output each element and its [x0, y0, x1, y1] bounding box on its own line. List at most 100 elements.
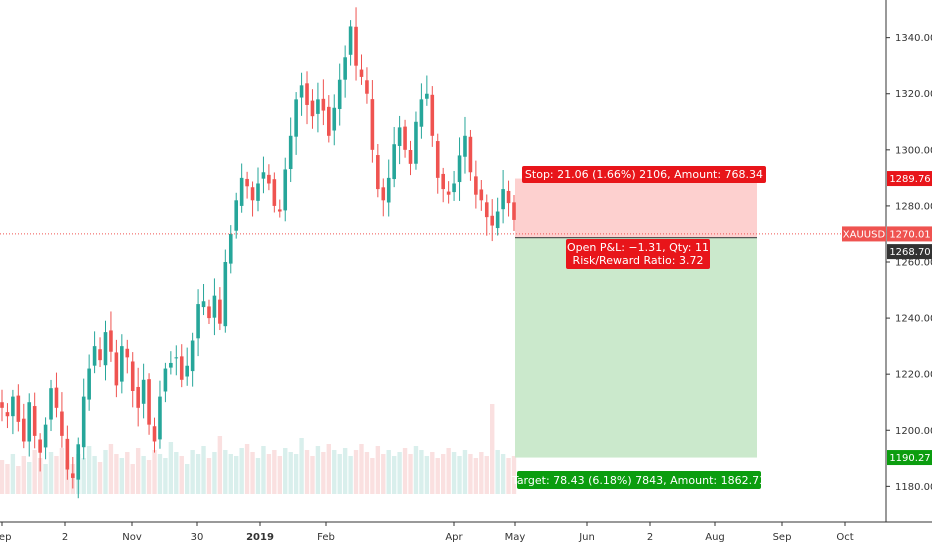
candle-body: [16, 395, 21, 422]
candle-body: [376, 155, 380, 190]
volume-bar: [16, 466, 21, 494]
volume-bar: [277, 456, 282, 494]
candle-body: [54, 387, 59, 408]
candle-body: [305, 83, 309, 105]
candle-body: [452, 183, 456, 193]
target-info-box[interactable]: Target: 78.43 (6.18%) 7843, Amount: 1862…: [511, 471, 766, 489]
candle-body: [32, 406, 37, 436]
candle-body: [212, 295, 217, 318]
volume-bar: [435, 458, 440, 494]
candle-body: [288, 135, 293, 170]
volume-bar: [168, 442, 174, 494]
volume-bar: [43, 464, 48, 494]
volume-bar: [21, 456, 26, 494]
candle-body: [125, 348, 130, 358]
candle-body: [463, 135, 467, 157]
volume-bar: [108, 444, 114, 494]
take-profit-zone[interactable]: [515, 237, 757, 458]
volume-bar: [506, 458, 511, 494]
price-tick-label: 1200.00: [895, 426, 932, 437]
volume-bar: [353, 450, 359, 494]
volume-bar: [217, 436, 223, 494]
volume-bar: [332, 450, 337, 494]
candle-body: [501, 189, 505, 210]
candle-body: [147, 379, 151, 425]
volume-bar: [413, 446, 419, 494]
volume-bar: [500, 454, 506, 494]
volume-bar: [408, 454, 413, 494]
candle-body: [109, 330, 113, 352]
volume-bar: [86, 446, 92, 494]
price-tick-label: 1340.00: [895, 33, 932, 44]
volume-bar: [490, 404, 495, 494]
stop-loss-zone[interactable]: [515, 178, 757, 238]
candle-body: [425, 93, 429, 99]
candle-body: [490, 215, 495, 226]
volume-bar: [130, 464, 135, 494]
target-price-label: 1190.27: [889, 453, 930, 464]
candle-body: [141, 379, 146, 404]
candle-body: [261, 172, 266, 179]
volume-bar: [54, 456, 59, 494]
candle-body: [397, 127, 402, 146]
candle-body: [370, 99, 375, 150]
candle-body: [239, 177, 244, 206]
candle-body: [136, 386, 140, 408]
volume-bar: [321, 452, 326, 494]
volume-bar: [397, 452, 402, 494]
pnl-info-box[interactable]: Open P&L: −1.31, Qty: 11 Risk/Reward Rat…: [566, 239, 710, 269]
candle-body: [403, 126, 407, 150]
candle-body: [430, 94, 435, 136]
time-tick-label: Nov: [122, 532, 142, 543]
candle-body: [419, 99, 424, 127]
volume-bar: [288, 452, 293, 494]
candle-body: [337, 79, 342, 109]
candle-body: [38, 439, 42, 453]
volume-bar: [462, 450, 468, 494]
volume-bar: [283, 448, 288, 494]
price-axis[interactable]: 1180.00 1200.00 1220.00 1240.00 1260.00 1280.…: [886, 33, 932, 493]
volume-bar: [419, 450, 424, 494]
current-price-label: 1270.01: [889, 229, 930, 240]
candle-body: [386, 177, 391, 203]
volume-bar: [473, 458, 479, 494]
candle-body: [381, 187, 386, 201]
time-axis[interactable]: Sep 2 Nov 30 2019 Feb Apr May Jun 2 Aug Sep Oct: [0, 522, 854, 543]
candle-body: [343, 57, 347, 80]
volume-bars: [0, 404, 517, 494]
time-tick-label: Apr: [445, 532, 463, 543]
time-tick-label: Sep: [773, 532, 792, 543]
candle-body: [283, 169, 288, 211]
candle-body: [92, 346, 97, 366]
time-tick-label: Jun: [578, 532, 595, 543]
candle-body: [49, 388, 53, 420]
candle-body: [5, 412, 10, 417]
candle-body: [392, 144, 396, 180]
candle-body: [98, 349, 102, 361]
volume-bar: [359, 444, 364, 494]
volume-bar: [152, 450, 157, 494]
candle-body: [223, 262, 228, 327]
volume-bar: [255, 458, 261, 494]
candle-body: [327, 106, 331, 136]
volume-bar: [0, 460, 5, 494]
time-tick-label: Aug: [705, 532, 725, 543]
candle-body: [21, 418, 26, 442]
target-info-text: Target: 78.43 (6.18%) 7843, Amount: 1862…: [511, 474, 766, 487]
candle-body: [234, 200, 239, 231]
time-tick-label: 2: [647, 532, 653, 543]
stop-price-label: 1289.76: [889, 174, 930, 185]
candle-body: [310, 100, 315, 117]
candle-body: [256, 183, 260, 201]
symbol-price-badge: XAUUSD 1270.01: [842, 226, 932, 242]
time-tick-label: May: [505, 532, 526, 543]
volume-bar: [103, 450, 108, 494]
candle-body: [71, 473, 75, 478]
candle-body: [506, 190, 511, 204]
price-tick-label: 1260.00: [895, 258, 932, 269]
candle-body: [365, 80, 369, 94]
stop-info-box[interactable]: Stop: 21.06 (1.66%) 2106, Amount: 768.34: [522, 166, 766, 183]
risk-reward-text: Risk/Reward Ratio: 3.72: [573, 254, 704, 267]
symbol-label: XAUUSD: [843, 229, 886, 240]
